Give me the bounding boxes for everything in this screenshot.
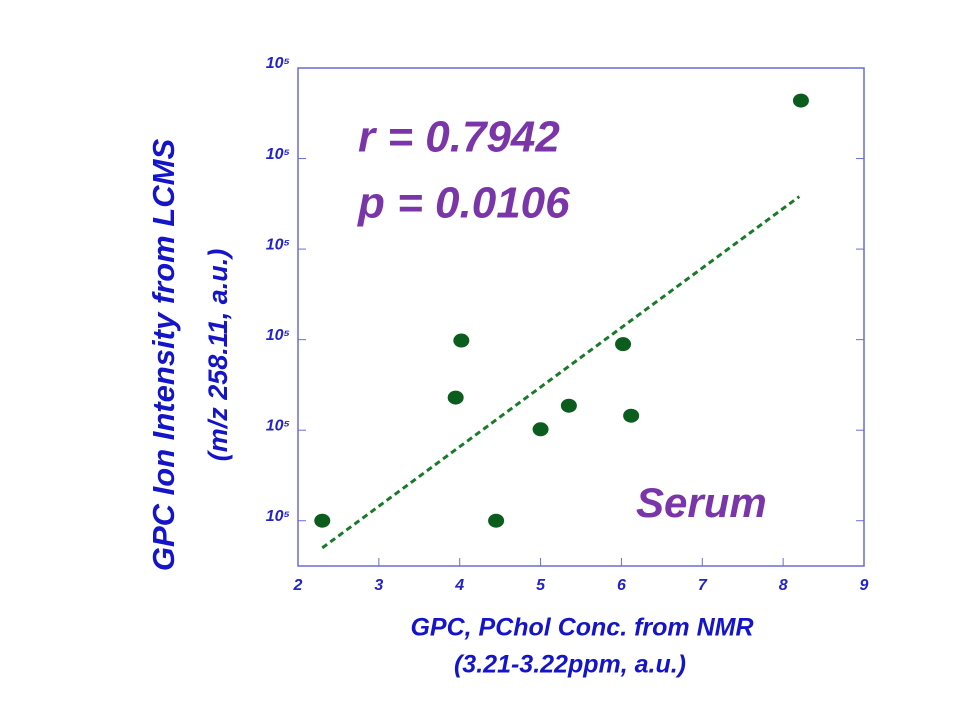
x-tick-label: 9: [860, 577, 869, 594]
data-point: [623, 408, 640, 423]
trend-line: [321, 195, 801, 550]
y-tick-label: 10⁵: [266, 236, 290, 253]
x-tick-label: 8: [779, 577, 788, 594]
data-point: [488, 513, 505, 528]
y-axis-title: (m/z 258.11, a.u.): [203, 249, 233, 462]
y-tick-label: 10⁵: [266, 508, 290, 525]
data-point: [453, 333, 470, 348]
annotation: p = 0.0106: [357, 179, 570, 228]
data-point: [615, 337, 632, 352]
x-tick-label: 5: [536, 577, 546, 594]
x-tick-label: 7: [698, 577, 708, 594]
annotation: Serum: [636, 479, 767, 526]
data-point: [792, 93, 809, 108]
plot-frame: [297, 67, 865, 567]
x-tick-label: 6: [617, 577, 626, 594]
y-tick-label: 10⁵: [266, 417, 290, 434]
y-tick-label: 10⁵: [266, 146, 290, 163]
data-point: [447, 390, 464, 405]
y-tick-label: 10⁵: [266, 327, 290, 344]
y-axis-title: GPC Ion Intensity from LCMS: [146, 139, 181, 572]
x-axis-title: (3.21-3.22ppm, a.u.): [454, 651, 686, 679]
x-tick-label: 4: [454, 577, 464, 594]
annotation: r = 0.7942: [358, 113, 560, 162]
data-point: [560, 398, 577, 413]
x-axis-title: GPC, PChol Conc. from NMR: [410, 614, 753, 642]
x-tick-label: 2: [293, 577, 303, 594]
x-tick-label: 3: [374, 577, 383, 594]
data-point: [314, 513, 331, 528]
y-tick-label: 10⁵: [266, 55, 290, 72]
data-point: [532, 422, 549, 437]
